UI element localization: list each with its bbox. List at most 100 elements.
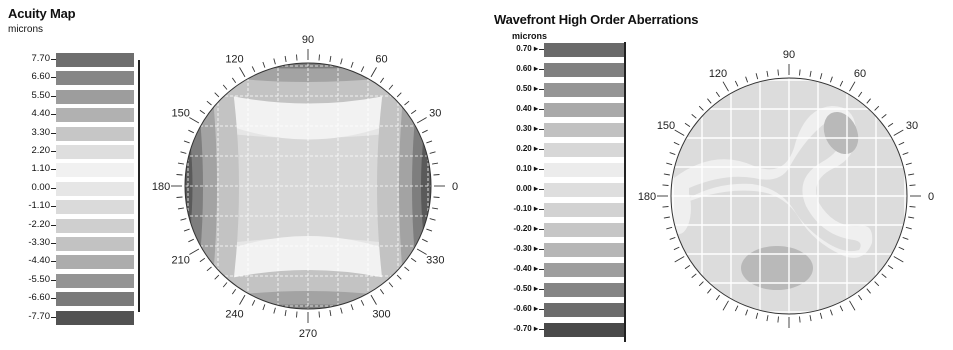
hoa-scale-label: 0.70 ▸ (516, 44, 538, 53)
acuity-angle-tick (214, 92, 220, 98)
acuity-scale-row: -7.70 (28, 310, 134, 326)
hoa-angle-tick (909, 184, 916, 186)
acuity-scale-swatch (56, 310, 134, 325)
hoa-angle-tick (698, 281, 704, 287)
acuity-scale-label: 4.40 (31, 108, 51, 120)
acuity-scale-label: -3.30 (28, 237, 50, 248)
acuity-angle-tick (388, 282, 394, 288)
acuity-angle-tick (379, 288, 385, 295)
acuity-angle-tick (176, 174, 183, 176)
acuity-scale-swatch (56, 255, 134, 270)
acuity-scale-swatch (56, 218, 134, 233)
hoa-scale-swatch (544, 323, 624, 337)
hoa-angle-tick (893, 256, 904, 263)
acuity-scale-tick (51, 59, 56, 60)
hoa-scale-tick (539, 169, 544, 170)
hoa-polar-map: 90 60 30 0 180 150 120 (638, 49, 934, 328)
hoa-angle-tick (755, 312, 759, 319)
hoa-scale-row: 0.40 ▸ (516, 102, 624, 118)
hoa-angle-label: 30 (906, 120, 918, 132)
hoa-scale-tick (539, 69, 544, 70)
hoa-angle-tick (662, 184, 669, 186)
hoa-scale-label: 0.30 ▸ (516, 124, 538, 133)
hoa-angle-label: 150 (657, 120, 675, 132)
acuity-scale-tick (51, 206, 56, 208)
acuity-angle-tick (432, 207, 439, 210)
acuity-angle-tick (433, 196, 440, 198)
hoa-scale-row: 0.00 ▸ (516, 182, 624, 198)
acuity-scale-edge (138, 60, 140, 312)
acuity-scale-row: -3.30 (28, 236, 134, 252)
acuity-angle-tick (177, 162, 184, 165)
hoa-angle-tick (715, 294, 720, 301)
acuity-angle-label: 90 (302, 34, 314, 46)
hoa-scale-tick (539, 209, 544, 210)
acuity-scale-tick (51, 261, 56, 263)
acuity-angle-label: 30 (429, 108, 441, 120)
acuity-scale-label: -5.50 (28, 273, 50, 285)
acuity-angle-tick (189, 248, 200, 255)
hoa-scale-tick (539, 189, 544, 190)
hoa-scale-label: 0.10 ▸ (516, 164, 538, 173)
hoa-scale-label: -0.70 ▸ (513, 324, 538, 333)
acuity-angle-label: 240 (225, 308, 243, 320)
acuity-scale-tick (51, 243, 56, 244)
acuity-angle-tick (370, 294, 377, 305)
hoa-scale-tick (539, 149, 544, 150)
acuity-scale-label: 3.30 (31, 126, 51, 138)
acuity-angle-label: 270 (299, 328, 317, 340)
hoa-angle-tick (849, 81, 856, 92)
acuity-scale-tick (51, 77, 56, 79)
hoa-scale-swatch (544, 163, 624, 177)
hoa-angle-tick (905, 226, 912, 230)
acuity-map-unit-label: microns (8, 24, 44, 35)
hoa-scale-label: 0.00 ▸ (516, 184, 538, 193)
acuity-scale-swatch (56, 200, 134, 215)
acuity-scale-row: -1.10 (28, 199, 134, 215)
acuity-angle-tick (340, 307, 343, 314)
hoa-angle-tick (887, 122, 894, 127)
acuity-angle-tick (429, 218, 436, 221)
hoa-scale-row: -0.30 ▸ (514, 242, 624, 258)
acuity-angle-tick (410, 257, 417, 263)
acuity-scale-tick (51, 151, 56, 152)
hoa-contour-spot-upper (823, 111, 859, 155)
acuity-angle-tick (329, 310, 332, 317)
acuity-angle-tick (231, 288, 237, 295)
acuity-scale-tick (51, 298, 56, 300)
acuity-angle-tick (273, 307, 276, 314)
acuity-angle-label: 150 (172, 108, 190, 120)
hoa-angle-tick (722, 81, 729, 92)
acuity-angle-tick (318, 311, 320, 318)
hoa-angle-tick (673, 246, 680, 251)
hoa-angle-ticks (657, 64, 921, 328)
hoa-angle-tick (799, 316, 801, 323)
hoa-angle-tick (684, 265, 691, 270)
acuity-scale-label: -2.20 (28, 218, 50, 230)
acuity-angle-label: 330 (426, 255, 444, 267)
hoa-angle-tick (745, 76, 749, 83)
hoa-scale-swatch (544, 243, 624, 257)
acuity-angle-tick (284, 55, 287, 62)
acuity-scale-tick (51, 224, 56, 226)
acuity-angle-tick (426, 228, 433, 232)
acuity-angle-tick (262, 304, 266, 311)
hoa-scale-swatch (544, 83, 624, 97)
acuity-scale-label: 7.70 (31, 53, 51, 64)
hoa-angle-tick (887, 265, 894, 270)
acuity-angle-tick (404, 266, 410, 272)
hoa-scale-label: 0.20 ▸ (516, 144, 538, 153)
acuity-scale-swatch (56, 273, 134, 288)
acuity-angle-tick (176, 196, 183, 198)
hoa-angle-tick (881, 114, 887, 119)
acuity-angle-label: 300 (372, 308, 390, 320)
acuity-angle-tick (422, 238, 428, 243)
acuity-outline (184, 62, 432, 310)
hoa-angle-label: 0 (928, 191, 934, 203)
hoa-scale-edge (624, 42, 626, 342)
acuity-angle-tick (262, 61, 266, 68)
acuity-angle-tick (370, 67, 377, 78)
hoa-scale-tick (539, 129, 544, 130)
hoa-scale-label: -0.30 ▸ (513, 244, 538, 253)
acuity-scale-row: 6.60 (32, 70, 134, 86)
